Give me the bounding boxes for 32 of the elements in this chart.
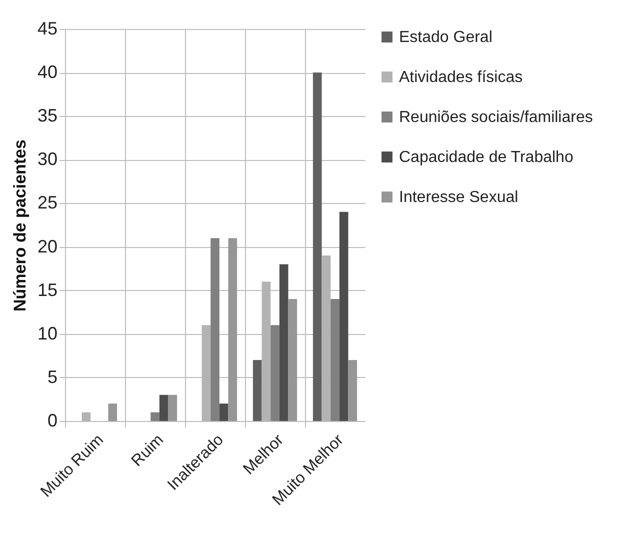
legend-label: Capacidade de Trabalho [399,149,574,166]
bar [228,238,238,421]
y-axis-title: Número de pacientes [10,140,30,312]
legend-label: Atividades físicas [399,69,523,86]
bar [159,394,168,421]
bar [270,325,280,421]
legend-label: Estado Geral [399,29,492,46]
bar [150,412,160,421]
bar [312,72,322,421]
bar [108,404,118,421]
y-tick-label: 15 [37,280,58,300]
bar [252,360,262,421]
y-tick-label: 20 [37,236,58,256]
y-tick-label: 25 [37,192,58,213]
legend-label: Reuniões sociais/familiares [399,109,593,126]
y-tick-label: 0 [47,410,58,430]
y-tick-label: 35 [37,106,58,126]
y-tick-label: 10 [37,323,58,344]
bar [210,238,220,421]
bar [219,404,228,421]
bar [348,360,358,421]
bar [339,212,348,421]
y-tick-label: 5 [47,366,58,387]
bar [168,394,178,421]
bar [82,412,91,421]
bar [279,264,288,421]
bar [288,299,298,421]
y-tick-label: 40 [37,62,58,82]
legend-label: Interesse Sexual [399,189,518,206]
bar [330,299,340,421]
y-tick-label: 30 [37,149,58,170]
y-tick-label: 45 [37,18,58,38]
